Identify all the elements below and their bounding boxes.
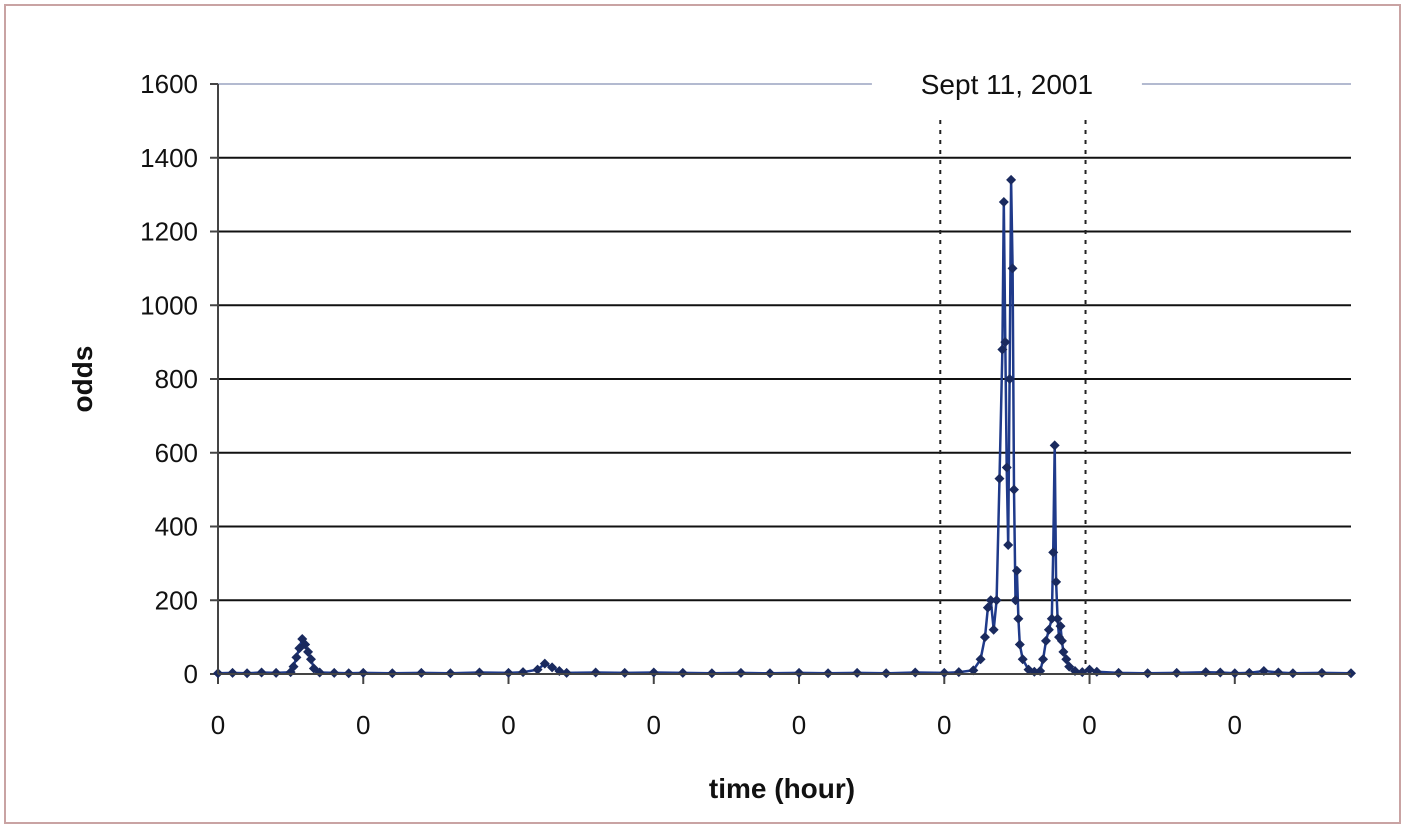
annotation-label: Sept 11, 2001 <box>921 69 1093 100</box>
sept-11-annotation: Sept 11, 2001 <box>871 64 1142 666</box>
data-point-52 <box>998 197 1009 207</box>
data-point-47 <box>985 595 996 606</box>
data-point-34 <box>735 667 746 678</box>
data-point-96 <box>1316 667 1327 678</box>
data-point-24 <box>532 664 543 675</box>
x-tick-label-2: 0 <box>501 710 515 740</box>
data-point-70 <box>1043 624 1054 635</box>
y-tick-label-0: 0 <box>184 659 198 689</box>
data-point-41 <box>939 667 950 678</box>
data-point-4 <box>271 667 282 678</box>
data-point-69 <box>1040 635 1051 646</box>
data-point-30 <box>619 667 630 678</box>
data-point-19 <box>416 667 427 678</box>
y-tick-label-800: 800 <box>155 364 198 394</box>
data-point-45 <box>979 632 990 643</box>
data-point-7 <box>291 652 302 663</box>
data-point-73 <box>1049 440 1060 451</box>
data-point-80 <box>1061 654 1072 665</box>
data-point-90 <box>1215 667 1226 678</box>
data-point-50 <box>994 473 1005 484</box>
data-point-10 <box>300 639 311 650</box>
data-point-53 <box>1000 337 1011 348</box>
data-point-60 <box>1010 595 1021 606</box>
x-tick-label-1: 0 <box>356 710 370 740</box>
data-point-40 <box>910 667 921 678</box>
data-point-63 <box>1014 639 1025 650</box>
data-point-56 <box>1004 374 1015 384</box>
data-point-86 <box>1113 667 1124 678</box>
data-point-94 <box>1273 667 1284 678</box>
data-point-84 <box>1084 664 1095 675</box>
data-point-51 <box>997 344 1008 355</box>
data-point-49 <box>991 595 1002 606</box>
data-point-59 <box>1009 484 1020 495</box>
data-point-15 <box>329 667 340 678</box>
data-point-81 <box>1064 661 1075 672</box>
data-point-14 <box>314 667 325 678</box>
x-tick-label-6: 0 <box>1082 710 1096 740</box>
data-point-46 <box>982 602 993 613</box>
y-tick-label-1600: 1600 <box>140 69 198 99</box>
data-point-6 <box>288 661 299 672</box>
gridlines <box>210 83 1351 684</box>
data-point-48 <box>988 624 999 635</box>
x-tick-label-4: 0 <box>792 710 806 740</box>
data-point-74 <box>1051 576 1062 587</box>
data-point-29 <box>590 667 601 678</box>
data-point-22 <box>503 667 514 678</box>
data-point-21 <box>474 667 485 678</box>
data-point-79 <box>1058 646 1069 657</box>
data-point-78 <box>1056 635 1067 646</box>
data-point-32 <box>677 667 688 678</box>
data-point-62 <box>1013 613 1024 624</box>
data-point-11 <box>303 646 314 657</box>
annotation-label-bg <box>871 64 1142 104</box>
data-point-12 <box>305 654 316 665</box>
y-tick-label-600: 600 <box>155 438 198 468</box>
data-point-31 <box>648 667 659 678</box>
data-point-64 <box>1017 654 1028 665</box>
data-point-25 <box>539 658 550 669</box>
x-tick-labels: 0 0 0 0 0 0 0 0 <box>211 710 1242 740</box>
data-point-57 <box>1006 174 1017 185</box>
data-point-43 <box>968 665 979 676</box>
data-point-1 <box>227 667 238 678</box>
data-point-17 <box>358 667 369 678</box>
data-point-75 <box>1052 613 1063 624</box>
data-point-28 <box>561 667 572 678</box>
data-point-92 <box>1244 667 1255 678</box>
x-tick-label-0: 0 <box>211 710 225 740</box>
y-tick-label-1400: 1400 <box>140 143 198 173</box>
data-point-71 <box>1046 613 1057 624</box>
data-point-54 <box>1001 462 1012 473</box>
data-point-44 <box>975 654 986 665</box>
y-tick-label-1200: 1200 <box>140 217 198 247</box>
data-point-26 <box>547 662 558 673</box>
data-point-3 <box>256 667 267 678</box>
data-point-58 <box>1007 263 1018 274</box>
x-tick-label-3: 0 <box>647 710 661 740</box>
y-tick-label-1000: 1000 <box>140 290 198 320</box>
data-point-36 <box>794 667 805 678</box>
data-point-38 <box>852 667 863 678</box>
data-point-68 <box>1038 654 1049 665</box>
data-point-77 <box>1055 621 1066 632</box>
x-tick-label-5: 0 <box>937 710 951 740</box>
y-axis-title: odds <box>67 346 98 413</box>
data-point-72 <box>1048 547 1059 558</box>
x-axis-title: time (hour) <box>709 773 855 804</box>
y-tick-label-400: 400 <box>155 512 198 542</box>
y-tick-label-200: 200 <box>155 585 198 615</box>
data-point-88 <box>1171 667 1182 678</box>
y-tick-labels: 0 200 400 600 800 1000 1200 1400 1600 <box>140 69 198 689</box>
data-point-55 <box>1003 539 1014 550</box>
x-tick-label-7: 0 <box>1228 710 1242 740</box>
data-point-61 <box>1011 565 1022 576</box>
